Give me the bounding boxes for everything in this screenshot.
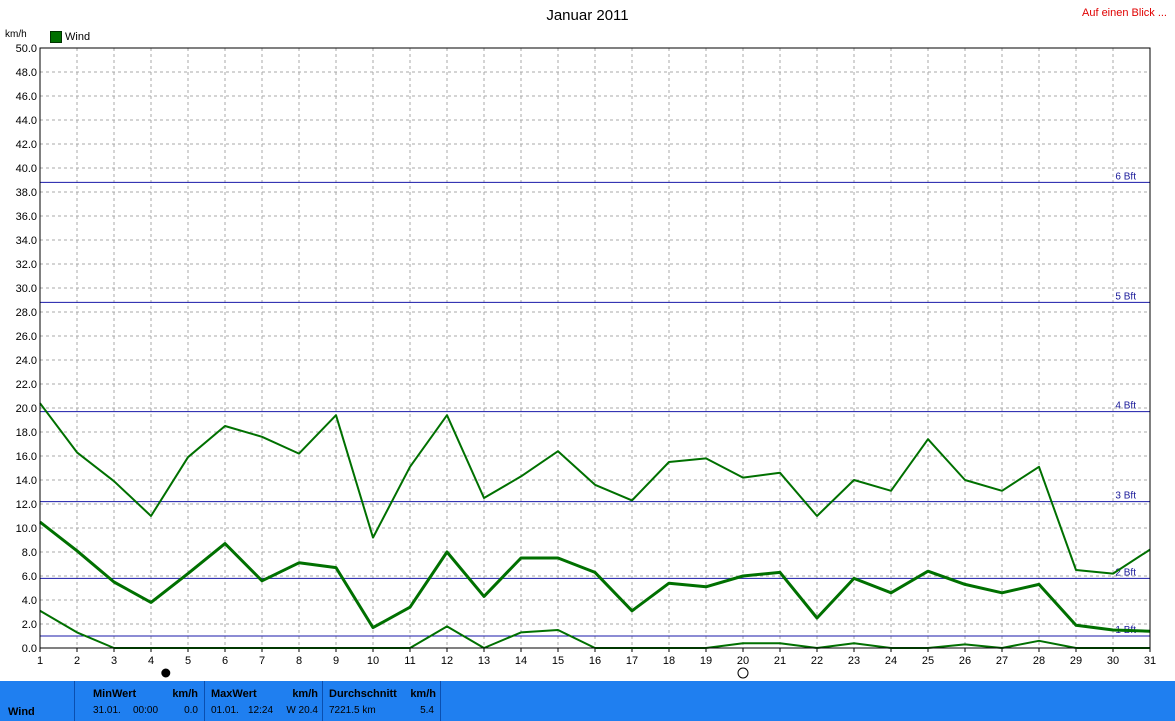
y-tick-label: 0.0 bbox=[22, 643, 37, 655]
stats-footer: Wind MinWert km/h 31.01. 00:00 0.0 MaxWe… bbox=[0, 681, 1175, 721]
y-tick-label: 38.0 bbox=[16, 187, 37, 199]
new-moon-marker bbox=[161, 668, 171, 678]
x-tick-label: 19 bbox=[700, 655, 712, 667]
y-tick-label: 8.0 bbox=[22, 547, 37, 559]
y-tick-label: 32.0 bbox=[16, 259, 37, 271]
x-tick-label: 31 bbox=[1144, 655, 1156, 667]
avg-header: Durchschnitt bbox=[329, 688, 397, 700]
y-tick-label: 4.0 bbox=[22, 595, 37, 607]
x-tick-label: 21 bbox=[774, 655, 786, 667]
x-tick-label: 12 bbox=[441, 655, 453, 667]
min-unit: km/h bbox=[172, 688, 198, 700]
x-tick-label: 16 bbox=[589, 655, 601, 667]
y-tick-label: 34.0 bbox=[16, 235, 37, 247]
y-tick-label: 16.0 bbox=[16, 451, 37, 463]
beaufort-label: 4 Bft bbox=[1115, 401, 1136, 412]
x-tick-label: 13 bbox=[478, 655, 490, 667]
legend-label: Wind bbox=[65, 31, 91, 43]
min-value: 0.0 bbox=[184, 705, 198, 716]
y-axis-unit: km/h bbox=[5, 29, 27, 40]
legend: Wind bbox=[50, 31, 90, 43]
x-tick-label: 7 bbox=[259, 655, 265, 667]
x-tick-label: 18 bbox=[663, 655, 675, 667]
max-date: 01.01. bbox=[211, 705, 239, 716]
y-tick-label: 22.0 bbox=[16, 379, 37, 391]
x-tick-label: 5 bbox=[185, 655, 191, 667]
max-time: 12:24 bbox=[248, 705, 274, 716]
max-header: MaxWert bbox=[211, 688, 257, 700]
x-tick-label: 1 bbox=[37, 655, 43, 667]
x-tick-label: 15 bbox=[552, 655, 564, 667]
x-tick-label: 14 bbox=[515, 655, 527, 667]
y-tick-label: 40.0 bbox=[16, 163, 37, 175]
beaufort-label: 2 Bft bbox=[1115, 567, 1136, 578]
x-tick-label: 20 bbox=[737, 655, 749, 667]
x-tick-label: 9 bbox=[333, 655, 339, 667]
wind-chart: 0.0 2.0 4.0 6.0 8.0 10.0 12.0 14.0 16.0 18.0 20.0 2… bbox=[16, 43, 1156, 679]
y-tick-label: 24.0 bbox=[16, 355, 37, 367]
x-tick-label: 17 bbox=[626, 655, 638, 667]
y-tick-label: 28.0 bbox=[16, 307, 37, 319]
beaufort-label: 6 Bft bbox=[1115, 171, 1136, 182]
wind-average-line bbox=[39, 520, 1151, 633]
x-tick-label: 24 bbox=[885, 655, 897, 667]
y-tick-label: 36.0 bbox=[16, 211, 37, 223]
y-tick-label: 2.0 bbox=[22, 619, 37, 631]
x-tick-label: 27 bbox=[996, 655, 1008, 667]
y-tick-label: 20.0 bbox=[16, 403, 37, 415]
x-tick-label: 10 bbox=[367, 655, 379, 667]
min-date: 31.01. bbox=[93, 705, 121, 716]
avg-value: 5.4 bbox=[420, 705, 434, 716]
x-tick-label: 30 bbox=[1107, 655, 1119, 667]
x-tick-label: 22 bbox=[811, 655, 823, 667]
full-moon-marker bbox=[737, 667, 749, 679]
max-unit: km/h bbox=[292, 688, 318, 700]
footer-min-cell: MinWert km/h 31.01. 00:00 0.0 bbox=[75, 681, 205, 721]
x-tick-label: 25 bbox=[922, 655, 934, 667]
x-tick-label: 23 bbox=[848, 655, 860, 667]
max-value: W 20.4 bbox=[286, 705, 318, 716]
chart-title: Januar 2011 bbox=[546, 7, 629, 24]
y-tick-label: 50.0 bbox=[16, 43, 37, 55]
plot-frame bbox=[39, 47, 1151, 649]
x-tick-label: 28 bbox=[1033, 655, 1045, 667]
y-tick-label: 10.0 bbox=[16, 523, 37, 535]
y-tick-label: 30.0 bbox=[16, 283, 37, 295]
x-tick-label: 26 bbox=[959, 655, 971, 667]
footer-avg-cell: Durchschnitt km/h 7221.5 km 5.4 bbox=[323, 681, 441, 721]
x-tick-label: 11 bbox=[404, 655, 415, 667]
footer-max-cell: MaxWert km/h 01.01. 12:24 W 20.4 bbox=[205, 681, 323, 721]
y-tick-label: 26.0 bbox=[16, 331, 37, 343]
beaufort-label: 3 Bft bbox=[1115, 491, 1136, 502]
x-tick-label: 8 bbox=[296, 655, 302, 667]
min-header: MinWert bbox=[93, 688, 137, 700]
wind-max-line bbox=[39, 402, 1151, 575]
y-tick-label: 12.0 bbox=[16, 499, 37, 511]
x-tick-label: 2 bbox=[74, 655, 80, 667]
min-time: 00:00 bbox=[133, 705, 159, 716]
legend-swatch bbox=[50, 31, 62, 43]
y-tick-label: 6.0 bbox=[22, 571, 37, 583]
y-tick-label: 42.0 bbox=[16, 139, 37, 151]
y-tick-label: 44.0 bbox=[16, 115, 37, 127]
y-tick-label: 46.0 bbox=[16, 91, 37, 103]
footer-series-name: Wind bbox=[8, 706, 35, 718]
overview-link[interactable]: Auf einen Blick ... bbox=[1082, 7, 1167, 19]
x-tick-label: 4 bbox=[148, 655, 154, 667]
x-tick-label: 29 bbox=[1070, 655, 1082, 667]
avg-unit: km/h bbox=[410, 688, 436, 700]
y-tick-label: 18.0 bbox=[16, 427, 37, 439]
y-tick-label: 48.0 bbox=[16, 67, 37, 79]
x-tick-label: 6 bbox=[222, 655, 228, 667]
y-tick-label: 14.0 bbox=[16, 475, 37, 487]
footer-series-cell: Wind bbox=[0, 681, 75, 721]
avg-total: 7221.5 km bbox=[329, 705, 376, 716]
x-tick-label: 3 bbox=[111, 655, 117, 667]
beaufort-label: 5 Bft bbox=[1115, 291, 1136, 302]
